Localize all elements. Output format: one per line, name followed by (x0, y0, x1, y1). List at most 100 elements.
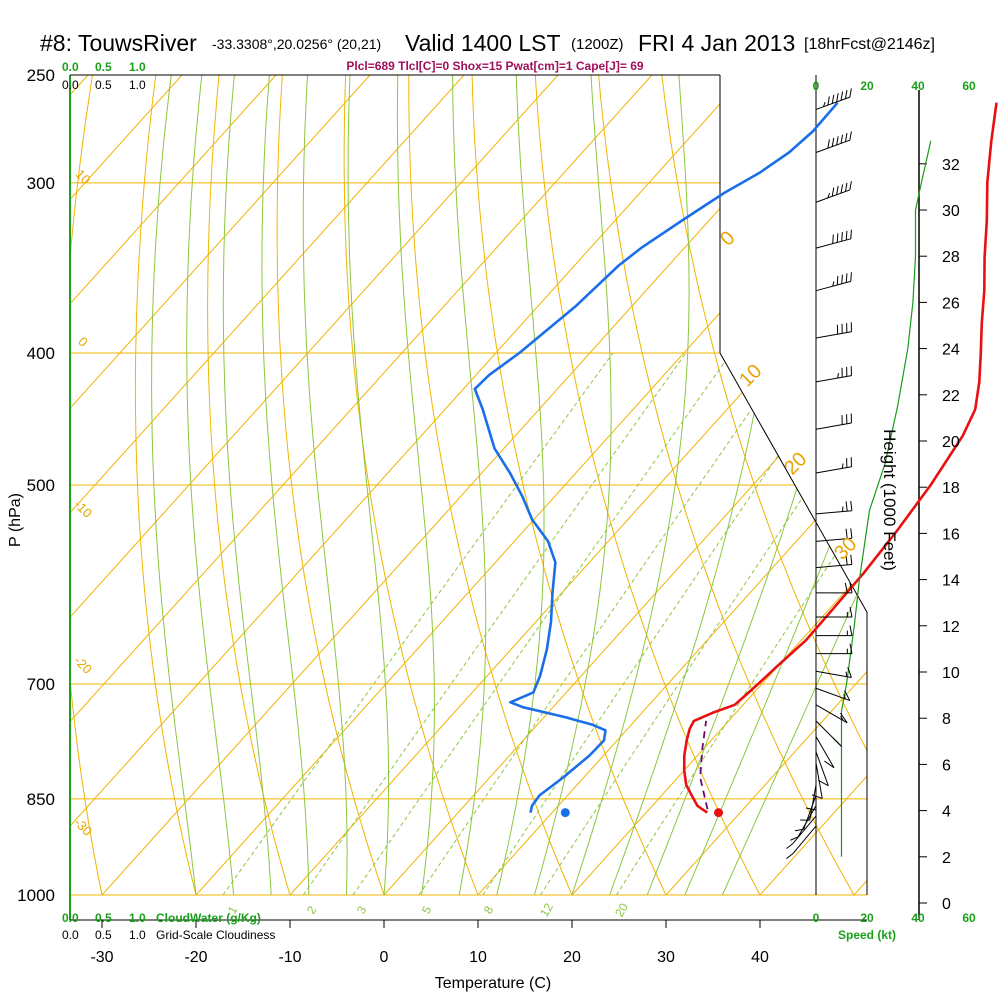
wind-barb-staff (815, 96, 850, 110)
wind-barb-flag (836, 93, 839, 103)
height-tick-label: 12 (942, 619, 960, 636)
top-cloudiness-tick: 0.0 (62, 78, 79, 92)
height-tick-label: 14 (942, 573, 960, 590)
wind-barb-flag (850, 229, 852, 239)
surface-dewpoint-marker (560, 808, 570, 818)
wind-barb-flag (850, 500, 853, 511)
dry-adiabat-line (276, 75, 395, 895)
wind-barb-flag (827, 139, 830, 149)
isotherm-label: 20 (780, 448, 811, 479)
wind-speed-scale-top: 0 20 40 60 (813, 79, 976, 93)
wind-barb-flag (845, 555, 848, 565)
wind-barb-staff (815, 687, 850, 702)
wind-barb (815, 229, 852, 249)
pressure-tick-label: 500 (27, 476, 55, 495)
x-tick-label: 0 (380, 949, 389, 966)
x-tick-label: 20 (563, 949, 581, 966)
x-tick-label: 10 (469, 949, 487, 966)
wind-barb-flag (845, 273, 848, 283)
wind-barb-staff (815, 762, 823, 799)
moist-adiabat-line (186, 75, 235, 895)
wind-barb-flag (844, 182, 848, 192)
wind-barb-half-flag (827, 193, 831, 199)
bottom-cloudiness-tick: 0.5 (95, 928, 112, 942)
wind-barb-flag (850, 528, 853, 539)
wind-barb-flag (831, 94, 835, 104)
wind-barb (786, 815, 817, 849)
wind-barb (815, 687, 851, 702)
dry-adiabat-line (70, 75, 109, 895)
wind-barb-flag (844, 89, 848, 99)
dry-adiabat-line (533, 75, 776, 895)
moist-adiabat-line (533, 75, 612, 895)
height-tick-label: 16 (942, 526, 960, 543)
x-tick-label: -20 (184, 949, 207, 966)
wind-barb-half-flag (841, 463, 844, 469)
wind-barb (815, 500, 853, 515)
wind-barb-flag (844, 690, 851, 701)
dry-adiabat-line (343, 75, 490, 895)
wind-barb-half-flag (840, 715, 844, 721)
wind-barb-half-flag (845, 671, 848, 677)
forecast-run: [18hrFcst@2146z] (804, 36, 935, 53)
height-tick-label: 26 (942, 295, 960, 312)
station-coords: -33.3308°,20.0256° (20,21) (212, 36, 381, 52)
isotherm-line (853, 75, 867, 895)
wind-speed-tick: 60 (962, 911, 976, 925)
wind-barb-staff (815, 139, 850, 153)
isotherm-label: -20 (71, 653, 95, 677)
dry-adiabat-line (134, 75, 204, 895)
height-tick-label: 6 (942, 757, 951, 774)
wind-barb (816, 625, 853, 637)
wind-barb (811, 762, 823, 799)
mixing-ratio-line (352, 352, 732, 895)
wind-barb-flag (844, 582, 848, 593)
wind-barb-flag (831, 187, 835, 197)
height-tick-label: 8 (942, 711, 951, 728)
pressure-tick-label: 400 (27, 344, 55, 363)
wind-barb-staff (815, 704, 848, 724)
wind-barb-flag (831, 137, 835, 147)
dry-adiabat-line (596, 75, 867, 895)
pressure-tick-label: 1000 (17, 886, 55, 905)
wind-barb-staff (815, 510, 852, 515)
height-tick-label: 22 (942, 388, 960, 405)
wind-barb (815, 131, 852, 153)
bottom-cloudiness-tick: 0.0 (62, 928, 79, 942)
dry-adiabat-line (207, 75, 300, 895)
wind-barb-staff (815, 537, 852, 542)
moist-adiabat-line (571, 75, 690, 895)
wind-speed-profile-line (840, 140, 932, 857)
wind-barb-flag (849, 582, 853, 593)
wind-barb-staff (815, 375, 852, 383)
height-tick-label: 18 (942, 480, 960, 497)
mixing-ratio-label: 3 (354, 903, 370, 916)
wind-barb-flag (840, 91, 844, 101)
x-tick-label: 40 (751, 949, 769, 966)
wind-speed-tick: 40 (911, 911, 925, 925)
mixing-ratio-label: 2 (304, 903, 320, 916)
bottom-cloudwater-tick: 1.0 (129, 911, 146, 925)
tropopause-frame (719, 352, 868, 895)
isotherm-label: 0 (75, 334, 91, 350)
bottom-cloudwater-scale: 0.0 0.5 1.0 CloudWater (g/Kg) (62, 911, 261, 925)
wind-barb-flag (786, 853, 794, 859)
bottom-cloudiness-tick: 1.0 (129, 928, 146, 942)
wind-speed-tick: 0 (813, 79, 820, 93)
wind-barb-flag (845, 501, 848, 512)
wind-barb-staff (815, 422, 852, 430)
stability-indices: Plcl=689 Tlcl[C]=0 Shox=15 Pwat[cm]=1 Ca… (346, 59, 643, 73)
height-tick-label: 20 (942, 434, 960, 451)
wind-barb-half-flag (837, 373, 839, 379)
wind-barb-flag (832, 234, 834, 244)
forecast-date: FRI 4 Jan 2013 (638, 30, 795, 56)
surface-temperature-marker (714, 808, 724, 818)
x-tick-label: -10 (278, 949, 301, 966)
station-title: #8: TouwsRiver (40, 30, 197, 56)
wind-barb-flag (845, 230, 848, 241)
wind-barb-flag (840, 184, 844, 194)
height-tick-label: 30 (942, 203, 960, 220)
top-cloudiness-tick: 1.0 (129, 78, 146, 92)
wind-barb-staff (815, 238, 851, 249)
